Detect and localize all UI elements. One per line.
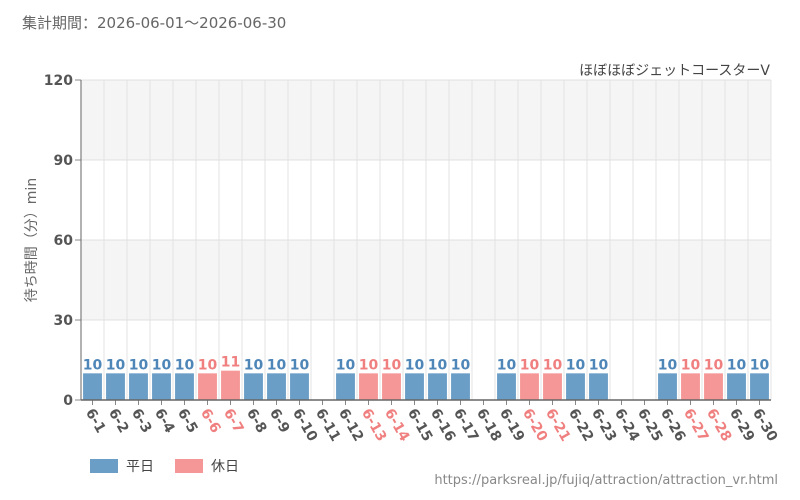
data-label: 10 [704,357,724,373]
wait-time-chart: 10 6-1 10 6-2 10 6-3 10 6-4 10 6-5 10 6-6 11 6-7 10 6-8… [24,63,781,445]
legend-holiday: 休日 [175,456,239,476]
data-label: 10 [543,357,563,373]
bar [175,373,194,400]
chart-title: ほぼほぼジェットコースターV [579,63,770,79]
axes-layer: 0 30 60 90 120 [44,73,771,409]
data-label: 10 [106,357,126,373]
y-axis-label: 待ち時間（分）min [24,178,40,302]
y-tick-label: 30 [54,313,74,329]
grid-layer [80,79,772,401]
data-label: 10 [267,357,287,373]
data-label: 10 [520,357,540,373]
data-label: 10 [290,357,310,373]
bar [451,373,470,400]
bar [681,373,700,400]
data-label: 10 [750,357,770,373]
period-text: 集計期間：2026-06-01～2026-06-30 [22,14,287,32]
bar [359,373,378,400]
data-label: 10 [382,357,402,373]
bar [589,373,608,400]
data-label: 10 [589,357,609,373]
data-label: 10 [129,357,149,373]
data-label: 10 [681,357,701,373]
y-tick-label: 120 [44,73,73,89]
legend-weekday-swatch [90,459,118,473]
bar [405,373,424,400]
y-tick-label: 0 [63,393,73,409]
data-label: 10 [83,357,103,373]
x-tick-label: 6-3 [128,406,155,436]
bar [244,373,263,400]
data-label: 10 [336,357,356,373]
legend-holiday-label: 休日 [211,459,239,475]
legend-weekday-label: 平日 [126,459,154,475]
source-url: https://parksreal.jp/fujiq/attraction/at… [434,473,778,488]
bar [658,373,677,400]
bar [543,373,562,400]
data-label: 10 [727,357,747,373]
bar [290,373,309,400]
data-label: 10 [152,357,172,373]
data-label: 10 [405,357,425,373]
bar [382,373,401,400]
bar [566,373,585,400]
bar [727,373,746,400]
bar [750,373,769,400]
data-label: 10 [566,357,586,373]
x-tick-label: 6-1 [82,406,109,436]
bar [129,373,148,400]
y-tick-label: 60 [54,233,74,249]
bars-layer [83,370,769,400]
bar [336,373,355,400]
data-label: 10 [359,357,379,373]
x-tick-label: 6-30 [749,406,781,445]
data-label: 10 [428,357,448,373]
legend-holiday-swatch [175,459,203,473]
legend-weekday: 平日 [90,456,154,476]
bar [428,373,447,400]
y-tick-label: 90 [54,153,74,169]
data-label: 11 [221,355,240,371]
data-label: 10 [175,357,195,373]
bar [83,373,102,400]
bar [221,370,240,400]
bar [497,373,516,400]
bar [106,373,125,400]
data-label: 10 [451,357,471,373]
data-label: 10 [198,357,218,373]
bar [267,373,286,400]
data-label: 10 [497,357,517,373]
bar [704,373,723,400]
x-tick-label: 6-8 [243,406,270,436]
bar [198,373,217,400]
x-tick-label: 6-7 [220,406,247,436]
bar [152,373,171,400]
data-label: 10 [658,357,678,373]
x-tick-label: 6-2 [105,406,132,436]
x-tick-label: 6-6 [197,406,224,436]
x-tick-label: 6-4 [151,406,178,436]
x-tick-label: 6-9 [266,406,293,436]
bar [520,373,539,400]
data-label: 10 [244,357,264,373]
x-tick-label: 6-5 [174,406,201,436]
